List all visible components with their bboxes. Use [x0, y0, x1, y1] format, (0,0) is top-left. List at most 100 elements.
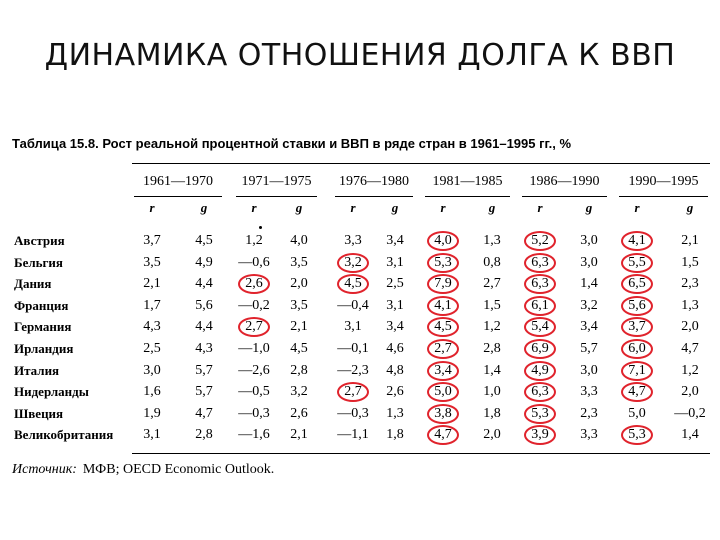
table-cell-circled: 4,1: [615, 231, 659, 251]
table-cell: 3,0: [580, 362, 598, 378]
table-cell: 5,0: [628, 405, 646, 421]
country-label: Германия: [14, 319, 72, 335]
table-cell: 2,1: [681, 233, 699, 248]
table-cell: —0,6: [238, 254, 270, 270]
table-cell: 3,0: [580, 233, 598, 248]
table-cell-circled: 6,0: [615, 339, 659, 359]
table-cell: 4,5: [290, 341, 308, 356]
table-cell: 1,3: [681, 297, 699, 313]
table-cell: 3,4: [386, 233, 404, 248]
sub-header-r: r: [440, 200, 446, 215]
table-cell: 3,0: [143, 362, 161, 378]
table-cell: 1,4: [483, 362, 501, 378]
table-cell-circled: 4,1: [421, 295, 465, 316]
source-label: Источник:: [12, 462, 77, 477]
table-cell: —0,5: [238, 384, 270, 400]
table-cell: 4,3: [143, 319, 161, 335]
country-label: Бельгия: [14, 254, 63, 270]
table-cell-circled: 6,9: [518, 339, 562, 359]
table-cell: —1,6: [238, 427, 270, 443]
table-cell: 2,3: [681, 276, 699, 292]
period-underline: [134, 196, 222, 197]
table-cell-circled: 2,7: [421, 339, 465, 359]
table-cell-circled: 5,3: [421, 252, 465, 273]
table-cell: 2,0: [681, 384, 699, 400]
sub-header-g: g: [391, 200, 399, 215]
sub-header-r: r: [149, 200, 155, 215]
country-label: Нидерланды: [14, 384, 89, 400]
table-cell: 3,3: [344, 233, 362, 248]
table-cell: —1,1: [337, 427, 369, 443]
table-cell-circled: 5,3: [615, 425, 659, 446]
stray-dot: [259, 226, 262, 229]
table-cell-circled: 4,5: [331, 274, 375, 295]
period-underline: [236, 196, 317, 197]
sub-header-r: r: [634, 200, 640, 215]
table-cell: 1,4: [580, 276, 598, 292]
table-cell-circled: 3,4: [421, 360, 465, 381]
table-cell-circled: 7,1: [615, 360, 659, 381]
table-cell: 1,8: [483, 405, 501, 421]
table-cell-circled: 2,7: [232, 317, 276, 338]
table-cell: 2,8: [483, 341, 501, 356]
table-cell: —0,3: [238, 405, 270, 421]
table-cell: 2,5: [386, 276, 404, 292]
table-cell: 1,5: [681, 254, 699, 270]
table-cell: 1,6: [143, 384, 161, 400]
table-cell: 1,2: [245, 233, 263, 248]
table-cell-circled: 4,5: [421, 317, 465, 338]
table-cell: 3,0: [580, 254, 598, 270]
table-cell-circled: 3,2: [331, 252, 375, 273]
country-label: Швеция: [14, 405, 64, 421]
table-cell: 2,3: [580, 405, 598, 421]
source-text: МФВ; OECD Economic Outlook.: [82, 462, 275, 477]
table-cell: 4,4: [195, 276, 213, 292]
table-cell: 1,3: [386, 405, 404, 421]
table-cell: 1,7: [143, 297, 161, 313]
table-cell-circled: 5,6: [615, 295, 659, 316]
source-note: Источник: МФВ; OECD Economic Outlook.: [12, 462, 274, 478]
table-cell-circled: 3,9: [518, 425, 562, 446]
table-cell-circled: 3,7: [615, 317, 659, 338]
table-cell-circled: 5,5: [615, 252, 659, 273]
table-cell: 2,8: [195, 427, 213, 443]
table-cell-circled: 6,3: [518, 382, 562, 403]
country-label: Австрия: [14, 233, 65, 248]
table-cell: 4,4: [195, 319, 213, 335]
sub-header-g: g: [200, 200, 208, 215]
table-cell-circled: 5,3: [518, 403, 562, 424]
table-cell: 4,8: [386, 362, 404, 378]
table-cell: 3,4: [386, 319, 404, 335]
table-cell: 4,7: [195, 405, 213, 421]
table-cell: —0,1: [337, 341, 369, 356]
table-cell: 2,1: [290, 427, 308, 443]
table-cell-circled: 4,0: [421, 231, 465, 251]
table-cell-circled: 4,7: [421, 425, 465, 446]
table-cell: 4,0: [290, 233, 308, 248]
table-cell: 3,7: [143, 233, 161, 248]
table-cell: 1,5: [483, 297, 501, 313]
table-cell-circled: 4,7: [615, 382, 659, 403]
table-cell: 3,2: [290, 384, 308, 400]
table-cell-circled: 2,6: [232, 274, 276, 295]
table-cell: 1,8: [386, 427, 404, 443]
table-cell: 5,7: [580, 341, 598, 356]
table-cell: 2,1: [290, 319, 308, 335]
table-cell: 2,0: [290, 276, 308, 292]
table-cell: 2,7: [483, 276, 501, 292]
table-cell: 3,2: [580, 297, 598, 313]
period-header-5: 1986—1990: [529, 174, 600, 189]
table-cell: 2,0: [483, 427, 501, 443]
table-cell-circled: 5,2: [518, 231, 562, 251]
table-cell: —2,6: [238, 362, 270, 378]
table-cell: 5,7: [195, 384, 213, 400]
country-label: Дания: [14, 276, 52, 292]
table-cell: 1,2: [483, 319, 501, 335]
sub-header-r: r: [251, 200, 257, 215]
country-label: Великобритания: [14, 427, 114, 443]
table-cell: 2,8: [290, 362, 308, 378]
table-cell: 5,7: [195, 362, 213, 378]
period-header-3: 1976—1980: [339, 174, 409, 189]
period-header-6: 1990—1995: [628, 174, 699, 189]
table-cell-circled: 3,8: [421, 403, 465, 424]
